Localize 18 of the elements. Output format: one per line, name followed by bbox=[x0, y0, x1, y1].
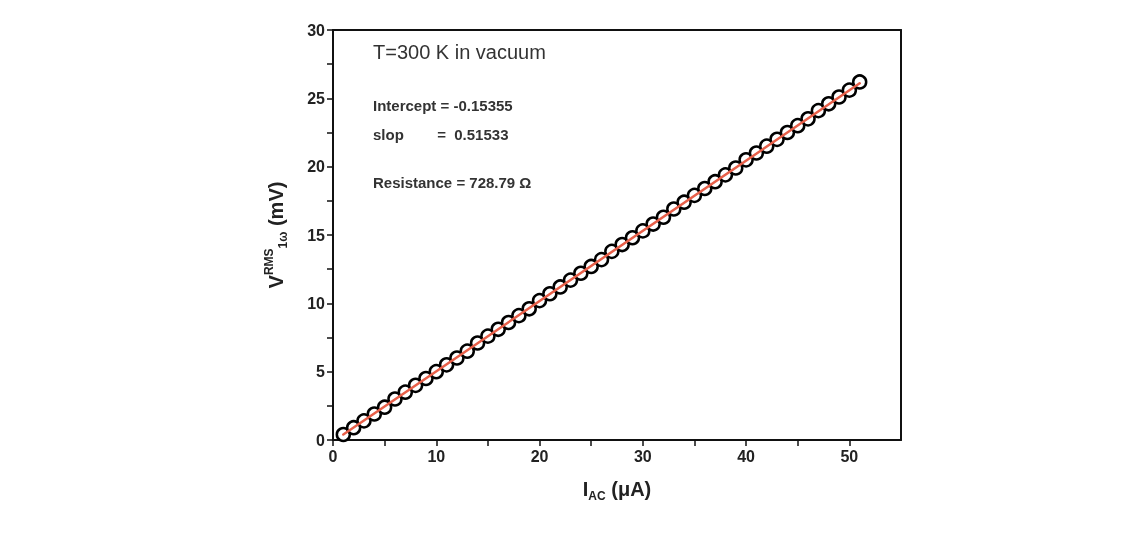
x-tick-label: 40 bbox=[737, 447, 756, 465]
y-tick-label: 20 bbox=[307, 158, 326, 176]
y-tick-label: 10 bbox=[307, 294, 326, 312]
y-tick-label: 15 bbox=[307, 226, 326, 244]
annotation: slop = 0.51533 bbox=[373, 126, 509, 143]
x-tick-label: 0 bbox=[328, 447, 338, 465]
y-axis-title: VRMS1ω (mV) bbox=[262, 181, 290, 289]
y-tick-label: 25 bbox=[307, 89, 326, 107]
y-tick-label: 5 bbox=[316, 363, 326, 381]
y-tick-label: 30 bbox=[307, 21, 326, 39]
x-tick-label: 20 bbox=[530, 447, 549, 465]
x-tick-label: 30 bbox=[633, 447, 652, 465]
annotation: Resistance = 728.79 Ω bbox=[373, 174, 532, 191]
x-tick-label: 10 bbox=[427, 447, 446, 465]
y-tick-label: 0 bbox=[316, 431, 326, 449]
annotation: T=300 K in vacuum bbox=[373, 41, 546, 63]
annotation: Intercept = -0.15355 bbox=[373, 97, 513, 114]
x-tick-label: 50 bbox=[840, 447, 859, 465]
